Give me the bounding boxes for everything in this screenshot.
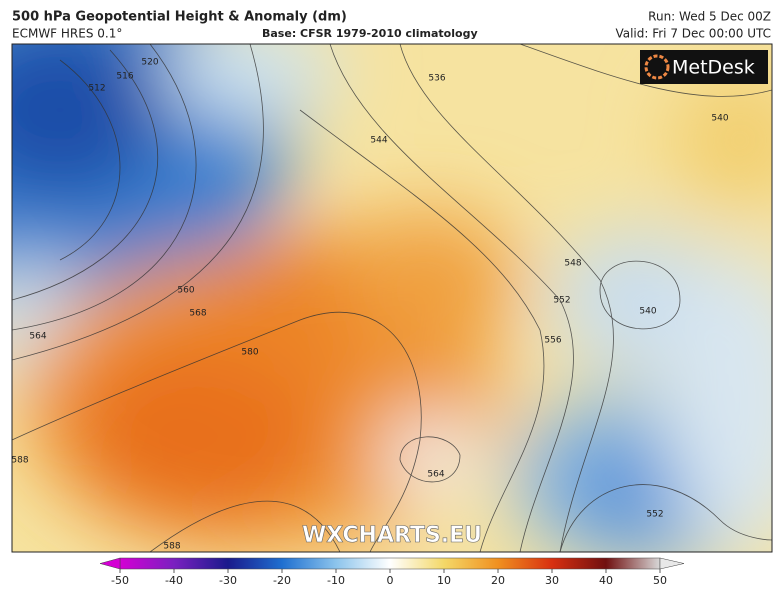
contour-label: 540 [711, 114, 728, 124]
contour-label: 564 [29, 332, 46, 342]
colorbar-tick-label: 20 [491, 574, 505, 587]
map-field [12, 44, 772, 552]
contour-label: 548 [564, 259, 581, 269]
contour-label: 580 [241, 348, 258, 358]
colorbar-tick-label: -40 [165, 574, 183, 587]
logo-icon [644, 54, 670, 80]
map-frame [11, 43, 773, 553]
colorbar: -50 -40 -30 -20 -10 0 10 20 30 40 50 [99, 557, 685, 587]
base: Base: CFSR 1979-2010 climatology [262, 27, 478, 40]
colorbar-tick-label: 50 [653, 574, 667, 587]
contour-label: 556 [544, 336, 561, 346]
contour-label: 588 [11, 456, 28, 466]
contour-label: 564 [427, 470, 444, 480]
logo: MetDesk [672, 57, 755, 79]
watermark: WXCHARTS.EU [302, 523, 482, 548]
colorbar-tick-label: 10 [437, 574, 451, 587]
contour-label: 588 [163, 542, 180, 552]
colorbar-tick-label: 40 [599, 574, 613, 587]
contour-label: 544 [370, 136, 387, 146]
contour-label: 552 [646, 510, 663, 520]
contour-label: 568 [189, 309, 206, 319]
colorbar-tick-label: 30 [545, 574, 559, 587]
valid: Valid: Fri 7 Dec 00:00 UTC [615, 27, 771, 41]
colorbar-tick-label: -50 [111, 574, 129, 587]
colorbar-tick-label: -10 [327, 574, 345, 587]
title: 500 hPa Geopotential Height & Anomaly (d… [12, 10, 347, 25]
contour-label: 516 [116, 72, 133, 82]
colorbar-tick-label: -20 [273, 574, 291, 587]
contour-labels: 512 516 520 536 544 540 548 552 556 540 560 568 564 5… [11, 58, 728, 552]
contour-label: 552 [553, 296, 570, 306]
contour-label: 536 [428, 74, 445, 84]
contour-label: 560 [177, 286, 194, 296]
contour-label: 512 [88, 84, 105, 94]
colorbar-tick-label: 0 [387, 574, 394, 587]
contours [12, 44, 772, 552]
contour-label: 540 [639, 307, 656, 317]
colorbar-tick-label: -30 [219, 574, 237, 587]
run: Run: Wed 5 Dec 00Z [648, 10, 771, 24]
contour-label: 520 [141, 58, 158, 68]
model: ECMWF HRES 0.1° [12, 27, 122, 41]
